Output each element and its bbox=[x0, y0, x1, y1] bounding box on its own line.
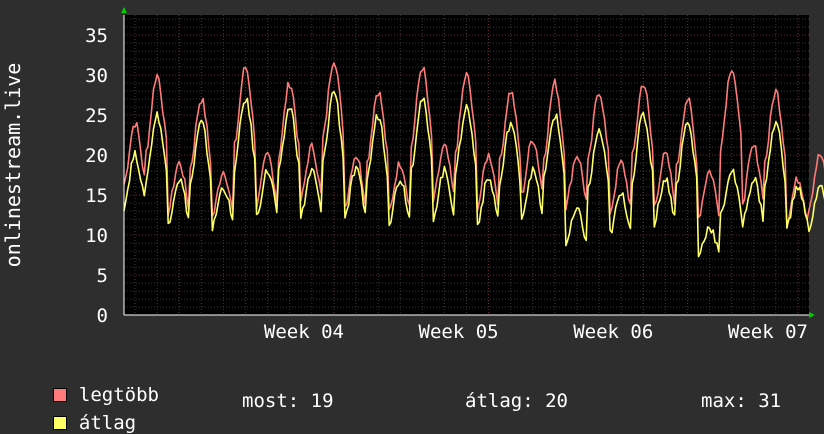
legend-label-avg: átlag bbox=[78, 412, 137, 434]
y-axis-label: onlinestream.live bbox=[1, 63, 25, 268]
legend-label-max: legtöbb bbox=[78, 384, 159, 406]
legend-swatch-max bbox=[52, 388, 67, 402]
x-tick-label: Week 05 bbox=[419, 321, 499, 343]
y-axis-arrow bbox=[121, 7, 127, 13]
y-tick-label: 25 bbox=[85, 105, 108, 127]
stat-average: átlag: 20 bbox=[465, 390, 568, 412]
x-tick-label: Week 04 bbox=[264, 321, 344, 343]
stat-now: most: 19 bbox=[242, 390, 334, 412]
legend-swatch-avg bbox=[52, 416, 67, 430]
x-tick-label: Week 07 bbox=[728, 321, 808, 343]
y-tick-label: 20 bbox=[85, 145, 108, 167]
y-tick-label: 10 bbox=[85, 225, 108, 247]
x-tick-label: Week 06 bbox=[573, 321, 653, 343]
legend-item-avg: átlag bbox=[30, 390, 136, 434]
legend-item-max: legtöbb bbox=[30, 362, 159, 406]
stat-max: max: 31 bbox=[701, 390, 782, 412]
series-line-average bbox=[123, 90, 824, 258]
y-tick-label: 35 bbox=[85, 25, 108, 47]
y-tick-label: 30 bbox=[85, 65, 108, 87]
y-tick-label: 15 bbox=[85, 185, 108, 207]
y-tick-label: 0 bbox=[97, 305, 108, 327]
y-tick-label: 5 bbox=[97, 265, 108, 287]
x-axis-arrow bbox=[809, 312, 815, 318]
